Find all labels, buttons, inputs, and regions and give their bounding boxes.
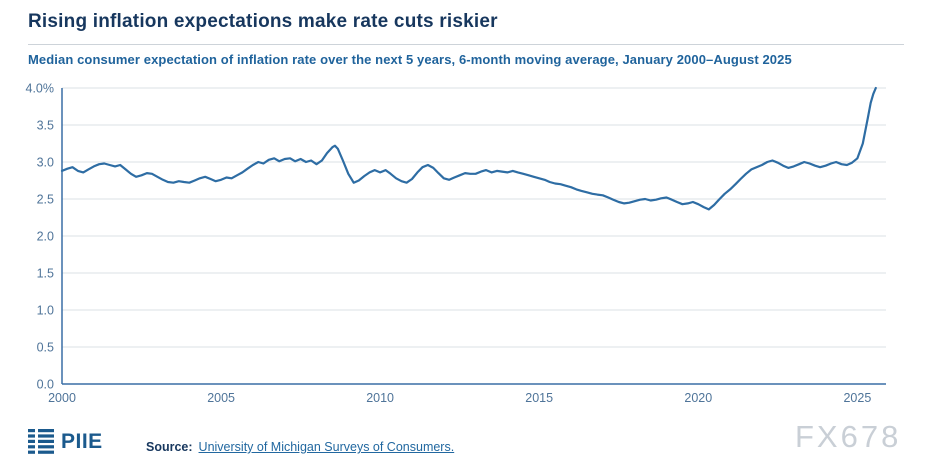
y-tick-label: 0.0 xyxy=(37,378,54,392)
x-tick-label: 2015 xyxy=(525,391,553,405)
y-tick-label: 1.0 xyxy=(37,304,54,318)
y-tick-label: 3.5 xyxy=(37,119,54,133)
x-tick-label: 2020 xyxy=(684,391,712,405)
chart-title: Rising inflation expectations make rate … xyxy=(28,11,498,32)
chart-subtitle: Median consumer expectation of inflation… xyxy=(28,52,792,67)
inflation-expectations-line xyxy=(60,86,877,211)
y-tick-label: 0.5 xyxy=(37,341,54,355)
x-tick-label: 2000 xyxy=(48,391,76,405)
source-row: Source: University of Michigan Surveys o… xyxy=(146,440,454,454)
y-tick-label: 2.5 xyxy=(37,193,54,207)
x-tick-label: 2010 xyxy=(366,391,394,405)
x-tick-label: 2025 xyxy=(843,391,871,405)
x-tick-label: 2005 xyxy=(207,391,235,405)
piie-logo-icon xyxy=(28,429,54,454)
source-link[interactable]: University of Michigan Surveys of Consum… xyxy=(198,440,455,454)
source-label: Source: xyxy=(146,440,193,454)
title-divider xyxy=(28,44,904,45)
y-tick-label: 1.5 xyxy=(37,267,54,281)
y-tick-label: 4.0% xyxy=(26,82,55,96)
y-tick-label: 2.0 xyxy=(37,230,54,244)
y-tick-label: 3.0 xyxy=(37,156,54,170)
watermark: FX678 xyxy=(795,419,902,454)
piie-logo-text: PIIE xyxy=(61,429,103,453)
piie-logo: PIIE xyxy=(28,428,103,455)
